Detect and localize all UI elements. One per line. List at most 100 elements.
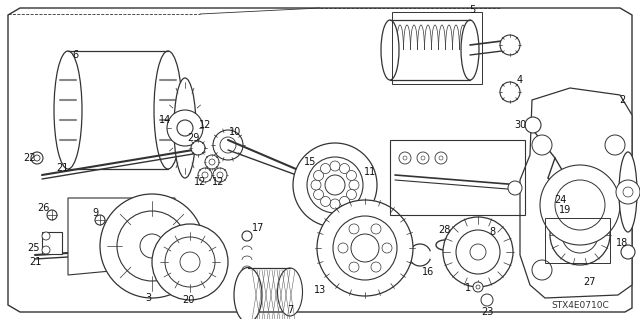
Circle shape	[439, 156, 443, 160]
Circle shape	[167, 110, 203, 146]
Polygon shape	[8, 8, 632, 312]
Ellipse shape	[154, 51, 182, 169]
Circle shape	[349, 180, 359, 190]
Text: 29: 29	[187, 133, 199, 143]
Circle shape	[421, 156, 425, 160]
Circle shape	[213, 168, 227, 182]
Circle shape	[532, 135, 552, 155]
Circle shape	[476, 285, 480, 289]
Circle shape	[117, 211, 187, 281]
Text: 24: 24	[554, 195, 566, 205]
Circle shape	[333, 216, 397, 280]
Circle shape	[605, 135, 625, 155]
Circle shape	[481, 294, 493, 306]
Ellipse shape	[619, 152, 637, 232]
Circle shape	[339, 164, 349, 174]
Circle shape	[198, 168, 212, 182]
Circle shape	[525, 117, 541, 133]
Circle shape	[42, 246, 50, 254]
Circle shape	[417, 152, 429, 164]
Circle shape	[435, 152, 447, 164]
Text: 13: 13	[314, 285, 326, 295]
Circle shape	[180, 252, 200, 272]
Text: 15: 15	[304, 157, 316, 167]
Circle shape	[371, 224, 381, 234]
Ellipse shape	[174, 78, 196, 178]
Circle shape	[140, 234, 164, 258]
Text: 5: 5	[469, 5, 475, 15]
Circle shape	[399, 152, 411, 164]
Circle shape	[339, 197, 349, 206]
Text: 10: 10	[229, 127, 241, 137]
Circle shape	[338, 243, 348, 253]
Circle shape	[346, 189, 356, 199]
Circle shape	[311, 180, 321, 190]
Circle shape	[500, 35, 520, 55]
Circle shape	[321, 197, 330, 206]
Circle shape	[500, 82, 520, 102]
Text: 3: 3	[145, 293, 151, 303]
Circle shape	[508, 181, 522, 195]
Circle shape	[95, 215, 105, 225]
Circle shape	[403, 156, 407, 160]
Bar	[42, 232, 62, 254]
Circle shape	[217, 172, 223, 178]
Bar	[298, 170, 312, 186]
Circle shape	[351, 234, 379, 262]
Text: 14: 14	[159, 115, 171, 125]
Text: 22: 22	[24, 153, 36, 163]
Text: 12: 12	[194, 177, 206, 187]
Circle shape	[349, 224, 359, 234]
Circle shape	[100, 194, 204, 298]
Text: 12: 12	[199, 120, 211, 130]
Text: 21: 21	[56, 163, 68, 173]
Circle shape	[177, 120, 193, 136]
Text: 30: 30	[514, 120, 526, 130]
Circle shape	[242, 231, 252, 241]
Circle shape	[349, 262, 359, 272]
Circle shape	[42, 232, 50, 240]
Circle shape	[473, 282, 483, 292]
Text: 19: 19	[559, 205, 571, 215]
Circle shape	[443, 217, 513, 287]
Text: 8: 8	[489, 227, 495, 237]
Text: STX4E0710C: STX4E0710C	[551, 300, 609, 309]
Circle shape	[470, 244, 486, 260]
Circle shape	[307, 157, 363, 213]
Text: 21: 21	[29, 257, 41, 267]
Circle shape	[330, 161, 340, 171]
Text: 11: 11	[364, 167, 376, 177]
Text: 20: 20	[182, 295, 194, 305]
Text: 4: 4	[517, 75, 523, 85]
Text: 16: 16	[422, 267, 434, 277]
Circle shape	[152, 224, 228, 300]
Circle shape	[213, 130, 243, 160]
Circle shape	[165, 237, 215, 287]
Circle shape	[220, 137, 236, 153]
Text: 9: 9	[92, 208, 98, 218]
Circle shape	[456, 230, 500, 274]
Circle shape	[314, 189, 324, 199]
Circle shape	[623, 187, 633, 197]
Circle shape	[47, 210, 57, 220]
Text: 6: 6	[72, 50, 78, 60]
Circle shape	[555, 180, 605, 230]
Circle shape	[382, 243, 392, 253]
Circle shape	[550, 205, 610, 265]
Circle shape	[209, 159, 215, 165]
Circle shape	[574, 229, 586, 241]
Text: 23: 23	[481, 307, 493, 317]
Polygon shape	[68, 198, 175, 275]
Circle shape	[321, 164, 330, 174]
Text: 26: 26	[37, 203, 49, 213]
Circle shape	[532, 260, 552, 280]
Ellipse shape	[461, 20, 479, 80]
Circle shape	[616, 180, 640, 204]
Text: 27: 27	[584, 277, 596, 287]
Circle shape	[621, 245, 635, 259]
Circle shape	[314, 170, 324, 181]
Circle shape	[346, 170, 356, 181]
Ellipse shape	[381, 20, 399, 80]
Bar	[545, 218, 610, 263]
Circle shape	[540, 165, 620, 245]
